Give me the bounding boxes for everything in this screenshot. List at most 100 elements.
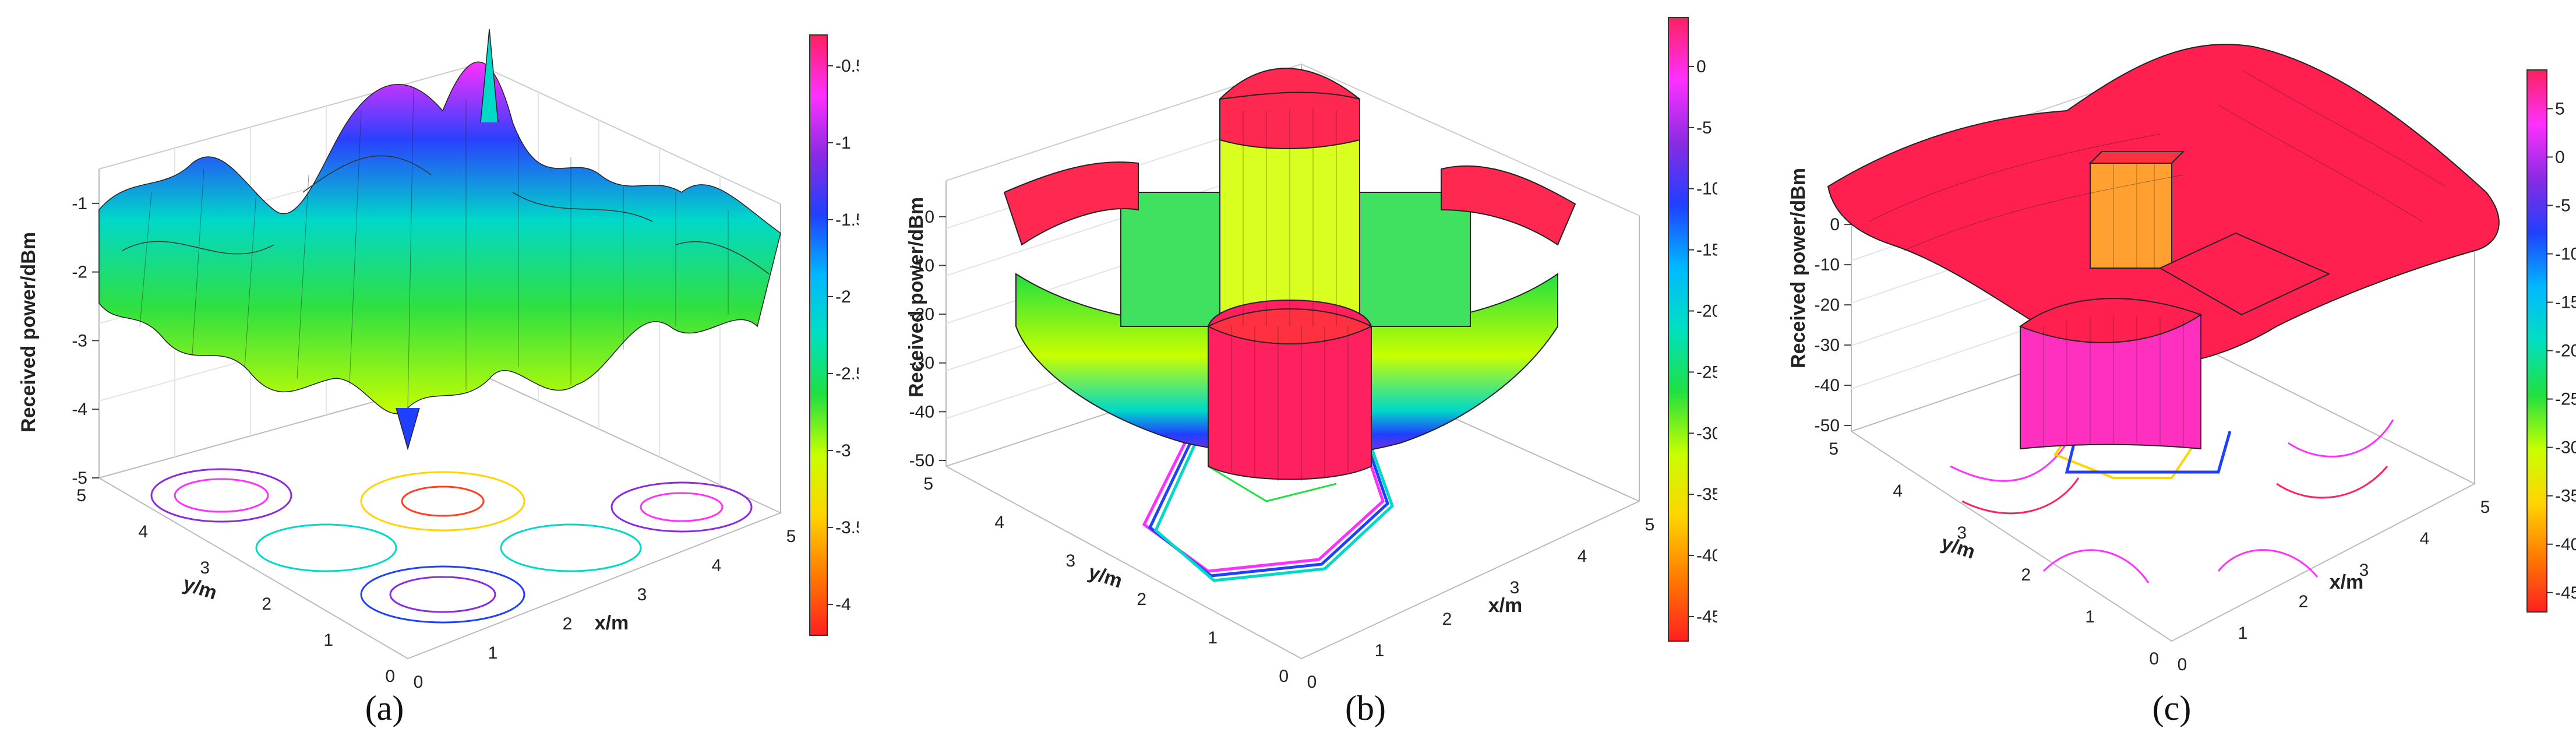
x-axis-label-a: x/m <box>595 612 629 634</box>
colorbar-a: -0.5 -1 -1.5 -2 -2.5 -3 -3.5 -4 <box>809 34 859 636</box>
caption-c: (c) <box>2152 689 2192 727</box>
z-tick-labels-c: -50 -40 -30 -20 -10 0 <box>1815 215 1851 435</box>
x-axis-label-b: x/m <box>1488 594 1523 617</box>
z-tick-label: -40 <box>909 402 934 421</box>
y-tick-label: 5 <box>76 486 86 505</box>
y-tick-label: 2 <box>2021 565 2031 585</box>
x-tick-label: 2 <box>563 614 573 634</box>
x-tick-labels-c: 0 1 2 3 4 5 <box>2178 498 2490 674</box>
colorbar-tick-label: -1.5 <box>835 210 859 230</box>
colorbar-tick-label: -20 <box>1696 302 1717 321</box>
y-tick-label: 5 <box>1829 439 1839 459</box>
colorbar-gradient <box>2526 69 2547 613</box>
surface-mesh-c <box>1868 69 2446 449</box>
y-tick-labels-c: 0 1 2 3 4 5 <box>1829 439 2159 668</box>
z-tick-label: -10 <box>1815 255 1840 275</box>
y-tick-label: 0 <box>2149 649 2159 668</box>
y-tick-label: 1 <box>1208 628 1218 648</box>
y-tick-labels-a: 0 1 2 3 4 5 <box>76 486 395 686</box>
z-tick-label: 0 <box>1830 215 1840 234</box>
colorbar-tick-label: -2 <box>835 287 851 307</box>
colorbar-tick-label: -30 <box>1696 424 1717 443</box>
colorbar-tick-label: -45 <box>2555 583 2576 603</box>
colorbar-tick-label: -3.5 <box>835 518 859 537</box>
colorbar-c: 5 0 -5 -10 -15 -20 -25 -30 -35 -40 -45 <box>2526 69 2576 613</box>
colorbar-tick-label: -40 <box>1696 546 1717 565</box>
z-tick-label: -3 <box>72 331 87 350</box>
x-tick-label: 3 <box>2359 561 2369 580</box>
z-tick-label: -50 <box>1815 416 1840 435</box>
y-tick-label: 4 <box>1893 481 1903 501</box>
y-axis-label-b: y/m <box>1086 561 1125 592</box>
y-tick-label: 3 <box>1957 523 1967 543</box>
z-tick-label: -30 <box>1815 336 1840 355</box>
surface-b <box>1003 68 1576 480</box>
surface-chart-a: -5 -4 -3 -2 -1 0 1 2 3 4 5 0 1 2 3 4 5 Received power/… <box>17 29 859 727</box>
surface-chart-c: -50 -40 -30 -20 -10 0 0 1 2 3 4 5 0 1 2 3 4 5 Received … <box>1787 44 2576 727</box>
y-tick-label: 0 <box>1279 667 1289 686</box>
x-tick-label: 0 <box>414 673 424 692</box>
colorbar-tick-label: -15 <box>1696 241 1717 260</box>
caption-b: (b) <box>1345 689 1386 727</box>
colorbar-tick-label: -5 <box>1696 118 1712 138</box>
colorbar-tick-label: -5 <box>2555 196 2571 216</box>
x-tick-label: 1 <box>488 643 498 663</box>
z-tick-label: -20 <box>909 305 934 324</box>
x-tick-label: 4 <box>1578 547 1587 566</box>
y-tick-label: 2 <box>262 594 271 614</box>
y-tick-label: 4 <box>138 522 148 541</box>
surface-mesh-a <box>139 87 729 409</box>
colorbar-b: 0 -5 -10 -15 -20 -25 -30 -35 -40 -45 <box>1668 17 1717 642</box>
z-axis-label-b: Received power/dBm <box>905 197 927 397</box>
x-tick-label: 1 <box>2238 624 2248 643</box>
y-tick-label: 1 <box>323 631 333 650</box>
x-tick-label: 5 <box>1645 515 1655 534</box>
colorbar-tick-label: -4 <box>835 595 851 614</box>
z-tick-label: -10 <box>909 256 934 275</box>
y-tick-label: 4 <box>994 513 1004 532</box>
x-tick-label: 5 <box>2480 498 2490 517</box>
colorbar-tick-label: -2.5 <box>835 364 859 383</box>
colorbar-tick-label: -10 <box>1696 180 1717 199</box>
z-axis-label-c: Received power/dBm <box>1787 168 1809 368</box>
y-tick-label: 3 <box>1065 551 1075 571</box>
colorbar-tick-label: -35 <box>2555 487 2576 506</box>
y-tick-labels-b: 0 1 2 3 4 5 <box>923 474 1289 686</box>
x-tick-label: 4 <box>712 556 722 575</box>
z-tick-labels-a: -5 -4 -3 -2 -1 <box>72 194 99 488</box>
y-tick-label: 5 <box>923 474 933 494</box>
colorbar-tick-label: -45 <box>1696 607 1717 627</box>
colorbar-tick-label: -1 <box>835 133 851 153</box>
x-tick-label: 2 <box>1442 610 1452 629</box>
z-tick-label: -2 <box>72 263 87 282</box>
y-tick-label: 0 <box>385 667 395 686</box>
surface-mesh-b <box>1231 108 1349 481</box>
x-tick-label: 4 <box>2420 529 2430 548</box>
colorbar-tick-label: -30 <box>2555 438 2576 458</box>
caption-a: (a) <box>365 689 404 727</box>
z-tick-label: -20 <box>1815 295 1840 315</box>
z-tick-label: 0 <box>924 207 934 227</box>
z-tick-label: -1 <box>72 194 87 213</box>
y-tick-label: 3 <box>200 558 210 578</box>
x-tick-label: 2 <box>2299 592 2309 611</box>
colorbar-tick-label: -0.5 <box>835 57 859 76</box>
x-tick-label: 0 <box>1307 673 1317 692</box>
colorbar-tick-label: -15 <box>2555 293 2576 312</box>
y-axis-label-a: y/m <box>181 572 220 604</box>
colorbar-tick-label: -35 <box>1696 485 1717 504</box>
y-axis-label-c: y/m <box>1939 532 1978 563</box>
colorbar-tick-label: -40 <box>2555 535 2576 554</box>
y-tick-label: 1 <box>2085 607 2095 627</box>
colorbar-tick-label: -25 <box>1696 363 1717 382</box>
x-tick-label: 3 <box>1510 578 1520 597</box>
colorbar-gradient <box>1668 17 1689 642</box>
colorbar-tick-label: -20 <box>2555 342 2576 361</box>
colorbar-tick-label: 5 <box>2555 99 2565 118</box>
x-tick-label: 3 <box>637 585 647 604</box>
surface-a <box>98 29 781 451</box>
x-tick-labels-a: 0 1 2 3 4 5 <box>414 527 796 692</box>
x-axis-label-c: x/m <box>2330 571 2364 593</box>
x-tick-labels-b: 0 1 2 3 4 5 <box>1307 515 1655 692</box>
